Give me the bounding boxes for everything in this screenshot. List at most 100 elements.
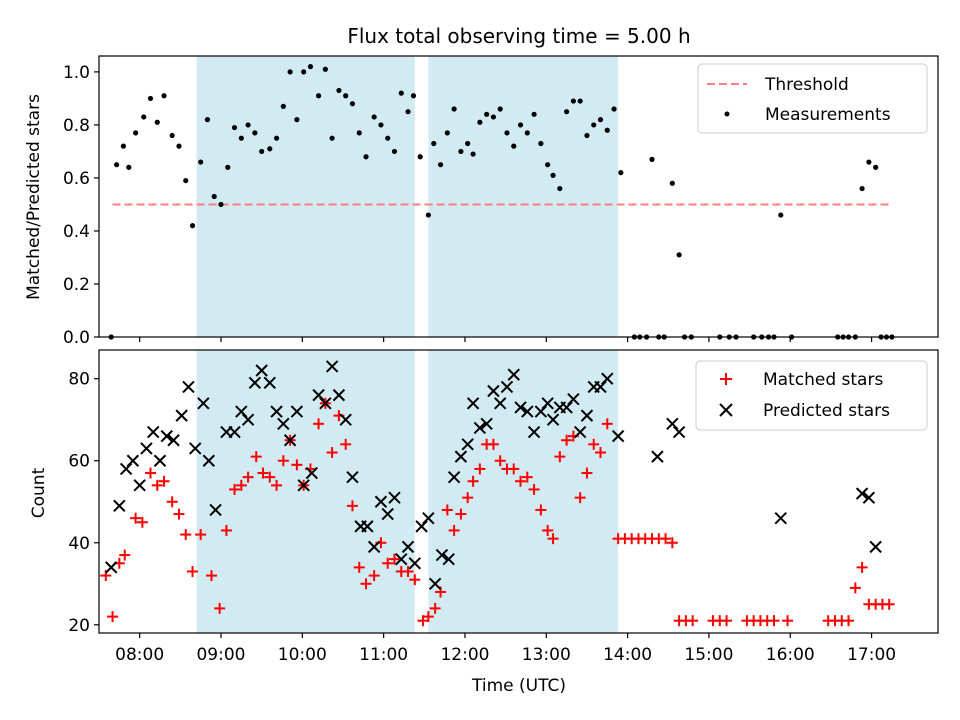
predicted-star-marker bbox=[361, 520, 374, 533]
matched-star-marker bbox=[455, 508, 467, 520]
predicted-star-marker bbox=[381, 507, 394, 521]
matched-star-marker bbox=[508, 463, 520, 475]
x-tick-label: 15:00 bbox=[684, 645, 733, 665]
measurement-point bbox=[470, 151, 476, 157]
matched-star-marker bbox=[291, 459, 303, 471]
count-panel: 20 40 60 80 08:00 09:00 10:00 11:00 12:00 13:00 14… bbox=[29, 349, 939, 696]
measurement-point bbox=[591, 122, 597, 128]
predicted-stars-series bbox=[104, 360, 882, 590]
x-tick-label: 14:00 bbox=[603, 645, 652, 665]
matched-stars-series bbox=[100, 397, 895, 627]
matched-star-marker bbox=[360, 578, 372, 590]
measurement-point bbox=[371, 114, 377, 120]
predicted-star-marker bbox=[466, 397, 480, 410]
matched-star-marker bbox=[145, 467, 157, 479]
measurement-point bbox=[259, 148, 265, 155]
predicted-star-marker bbox=[153, 454, 167, 467]
predicted-star-marker bbox=[415, 520, 428, 533]
predicted-star-marker bbox=[651, 450, 664, 463]
matched-star-marker bbox=[542, 524, 554, 536]
matched-legend-label: Matched stars bbox=[763, 370, 883, 390]
predicted-star-marker bbox=[862, 491, 876, 504]
matched-star-marker bbox=[521, 471, 533, 483]
matched-star-marker bbox=[409, 574, 421, 586]
matched-star-marker bbox=[601, 418, 613, 430]
measurement-point bbox=[287, 69, 293, 75]
count-legend: Matched stars Predicted stars bbox=[695, 360, 928, 431]
predicted-star-marker bbox=[666, 417, 679, 431]
predicted-star-marker bbox=[367, 540, 381, 554]
predicted-star-marker bbox=[126, 454, 140, 467]
matched-star-marker bbox=[487, 438, 499, 450]
measurement-point bbox=[198, 159, 204, 165]
ratio-panel: 0.0 0.2 0.4 0.6 0.8 1.0 Matched/Predicted sta… bbox=[24, 55, 939, 348]
matched-star-marker bbox=[666, 537, 678, 549]
measurement-point bbox=[120, 143, 126, 149]
count-y-axis-label: Count bbox=[29, 467, 49, 518]
measurement-point bbox=[524, 130, 530, 136]
predicted-star-marker bbox=[147, 425, 160, 439]
predicted-star-marker bbox=[160, 429, 173, 443]
matched-star-marker bbox=[448, 524, 460, 536]
predicted-star-marker bbox=[855, 487, 869, 500]
measurement-point bbox=[410, 93, 417, 99]
predicted-star-marker bbox=[189, 442, 202, 455]
measurement-point bbox=[315, 93, 322, 99]
matched-star-marker bbox=[883, 598, 895, 610]
y-tick-label: 80 bbox=[68, 370, 90, 390]
measurement-point bbox=[267, 146, 273, 152]
predicted-star-marker bbox=[395, 552, 408, 566]
measurements-legend-swatch bbox=[724, 111, 730, 117]
measurement-point bbox=[611, 106, 617, 112]
measurement-point bbox=[866, 159, 872, 165]
measurement-point bbox=[538, 140, 544, 147]
predicted-star-marker bbox=[487, 384, 500, 398]
predicted-star-marker bbox=[283, 434, 297, 447]
matched-star-marker bbox=[474, 463, 486, 475]
matched-star-marker bbox=[214, 602, 226, 614]
matched-star-marker bbox=[313, 418, 325, 430]
measurement-point bbox=[484, 111, 490, 117]
matched-star-marker bbox=[467, 475, 479, 487]
matched-star-marker bbox=[535, 504, 547, 516]
y-tick-label: 0.2 bbox=[63, 275, 90, 295]
matched-legend-swatch bbox=[720, 373, 732, 385]
measurement-point bbox=[577, 98, 583, 104]
matched-star-marker bbox=[528, 483, 540, 495]
measurement-point bbox=[570, 98, 576, 104]
predicted-star-marker bbox=[611, 429, 625, 443]
x-tick-label: 11:00 bbox=[359, 645, 408, 665]
predicted-star-marker bbox=[473, 421, 487, 435]
predicted-star-marker bbox=[140, 442, 153, 455]
measurement-point bbox=[147, 95, 154, 102]
x-tick-label: 16:00 bbox=[766, 645, 815, 665]
predicted-star-marker bbox=[119, 462, 133, 476]
predicted-star-marker bbox=[277, 417, 290, 431]
matched-star-marker bbox=[326, 447, 338, 459]
measurement-point bbox=[859, 185, 865, 192]
matched-star-marker bbox=[595, 447, 607, 459]
predicted-legend-swatch bbox=[719, 403, 733, 417]
matched-star-marker bbox=[119, 549, 131, 561]
predicted-legend-label: Predicted stars bbox=[763, 401, 890, 421]
measurement-point bbox=[161, 93, 167, 99]
predicted-star-marker bbox=[312, 388, 325, 402]
measurement-point bbox=[204, 117, 211, 123]
matched-star-marker bbox=[441, 504, 453, 516]
measurement-point bbox=[550, 172, 556, 178]
matched-star-marker bbox=[180, 529, 192, 541]
measurement-point bbox=[385, 135, 391, 141]
measurement-point bbox=[336, 87, 342, 94]
measurement-point bbox=[169, 132, 175, 139]
count-axes: 20 40 60 80 08:00 09:00 10:00 11:00 12:00 13:00 14… bbox=[68, 349, 939, 665]
measurement-point bbox=[349, 101, 356, 107]
predicted-star-marker bbox=[573, 425, 587, 439]
predicted-star-marker bbox=[401, 540, 415, 554]
matched-star-marker bbox=[353, 561, 365, 573]
matched-star-marker bbox=[173, 508, 185, 520]
predicted-star-marker bbox=[305, 466, 319, 480]
predicted-star-marker bbox=[167, 434, 180, 447]
matched-star-marker bbox=[205, 570, 217, 582]
measurement-point bbox=[584, 132, 590, 139]
predicted-star-marker bbox=[560, 401, 573, 414]
